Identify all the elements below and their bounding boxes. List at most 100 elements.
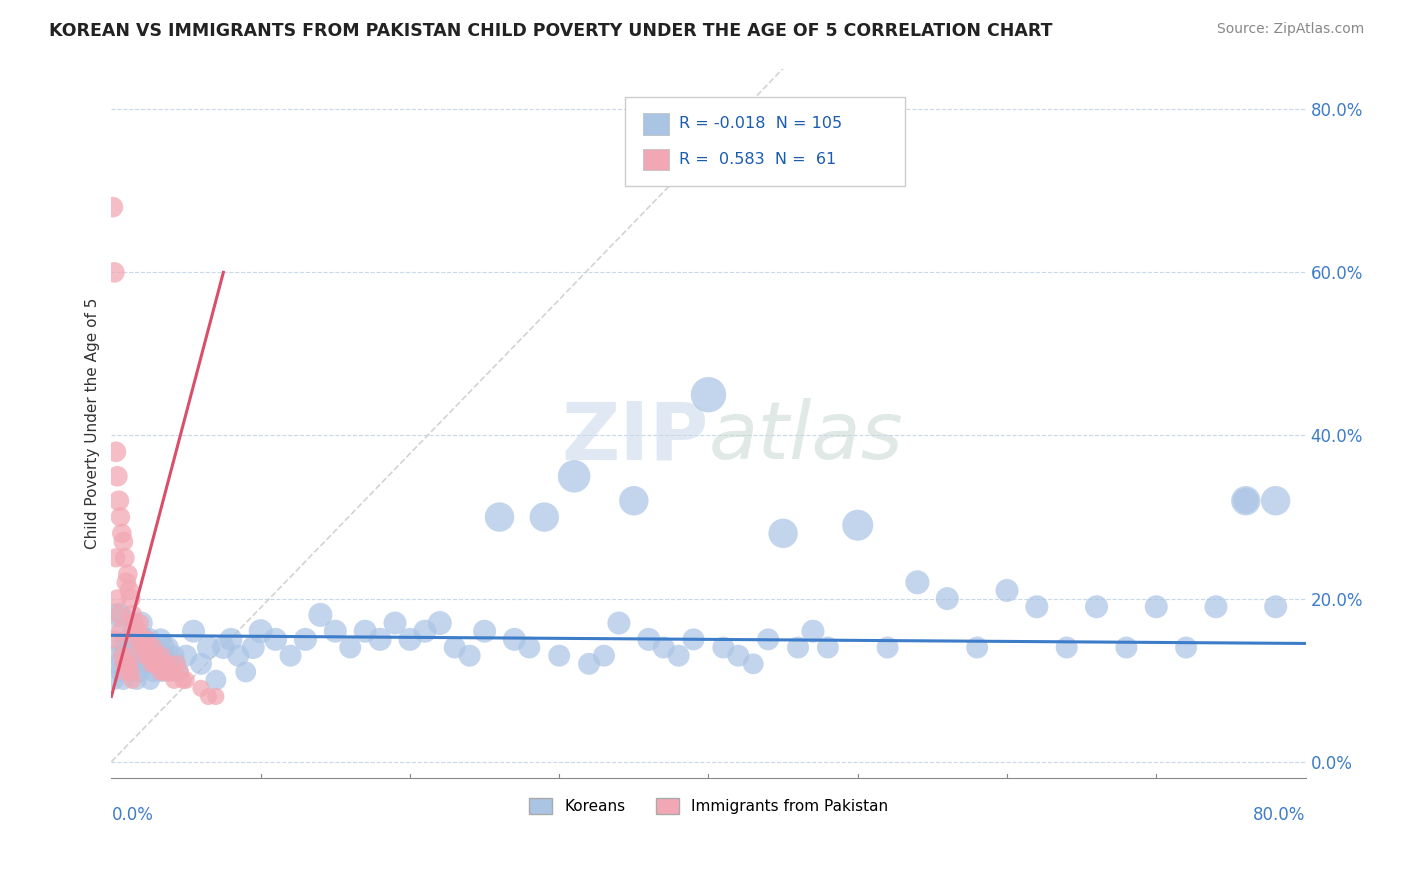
Point [623,493,645,508]
Point [339,640,361,655]
Point [801,624,824,639]
Point [150,665,173,679]
Point [110,624,132,639]
Point [149,665,172,679]
Point [772,526,794,541]
Point [120,591,142,606]
Point [105,469,128,483]
Point [153,657,176,671]
Point [533,510,555,524]
Point [160,657,183,671]
Point [142,640,165,655]
Point [183,624,205,639]
Point [115,657,138,671]
Point [142,665,165,679]
Text: atlas: atlas [709,399,903,476]
Point [458,648,481,663]
Point [115,640,138,655]
Point [190,681,212,696]
Point [103,632,125,647]
Point [138,632,160,647]
Point [127,624,149,639]
Point [172,673,194,687]
Text: 80.0%: 80.0% [1253,806,1306,824]
Point [148,657,170,671]
Point [141,657,163,671]
Point [226,648,249,663]
Point [235,665,257,679]
Point [121,673,143,687]
Point [156,657,179,671]
Point [197,640,219,655]
Point [117,648,139,663]
FancyBboxPatch shape [643,113,669,135]
Point [104,445,127,459]
Point [148,657,170,671]
Point [503,632,526,647]
Point [104,615,127,630]
Point [190,657,212,671]
Point [174,648,197,663]
Point [242,640,264,655]
Point [212,640,235,655]
Point [125,632,148,647]
Y-axis label: Child Poverty Under the Age of 5: Child Poverty Under the Age of 5 [86,298,100,549]
Point [122,624,145,639]
Point [294,632,316,647]
Point [121,657,143,671]
Point [205,673,228,687]
Point [280,648,302,663]
Point [787,640,810,655]
Point [742,657,765,671]
Point [114,657,136,671]
Point [103,265,125,279]
Point [118,657,141,671]
Point [136,632,159,647]
Point [907,575,929,590]
Text: ZIP: ZIP [561,399,709,476]
Point [156,665,179,679]
Point [384,615,406,630]
Point [139,648,162,663]
Point [127,657,149,671]
Point [152,640,174,655]
Point [120,665,142,679]
Point [111,526,134,541]
Point [713,640,735,655]
Point [1234,493,1257,508]
Point [1175,640,1198,655]
Point [756,632,779,647]
Point [152,665,174,679]
Point [157,657,180,671]
Point [637,632,659,647]
Point [682,632,704,647]
Point [166,657,188,671]
Point [429,615,451,630]
Point [134,640,156,655]
Point [163,673,186,687]
Text: R =  0.583  N =  61: R = 0.583 N = 61 [679,152,835,167]
Point [117,567,139,582]
FancyBboxPatch shape [643,149,669,170]
Point [1264,599,1286,614]
Point [517,640,540,655]
Point [578,657,600,671]
Point [1056,640,1078,655]
Point [354,624,377,639]
Point [966,640,988,655]
Text: 0.0%: 0.0% [111,806,153,824]
Text: Source: ZipAtlas.com: Source: ZipAtlas.com [1216,22,1364,37]
Point [264,632,287,647]
Point [132,640,155,655]
Point [817,640,839,655]
Point [124,648,146,663]
Point [219,632,242,647]
Point [136,648,159,663]
Point [1144,599,1167,614]
Point [122,615,145,630]
Point [159,665,181,679]
Point [488,510,510,524]
Point [607,615,630,630]
Point [846,518,869,533]
Point [652,640,675,655]
